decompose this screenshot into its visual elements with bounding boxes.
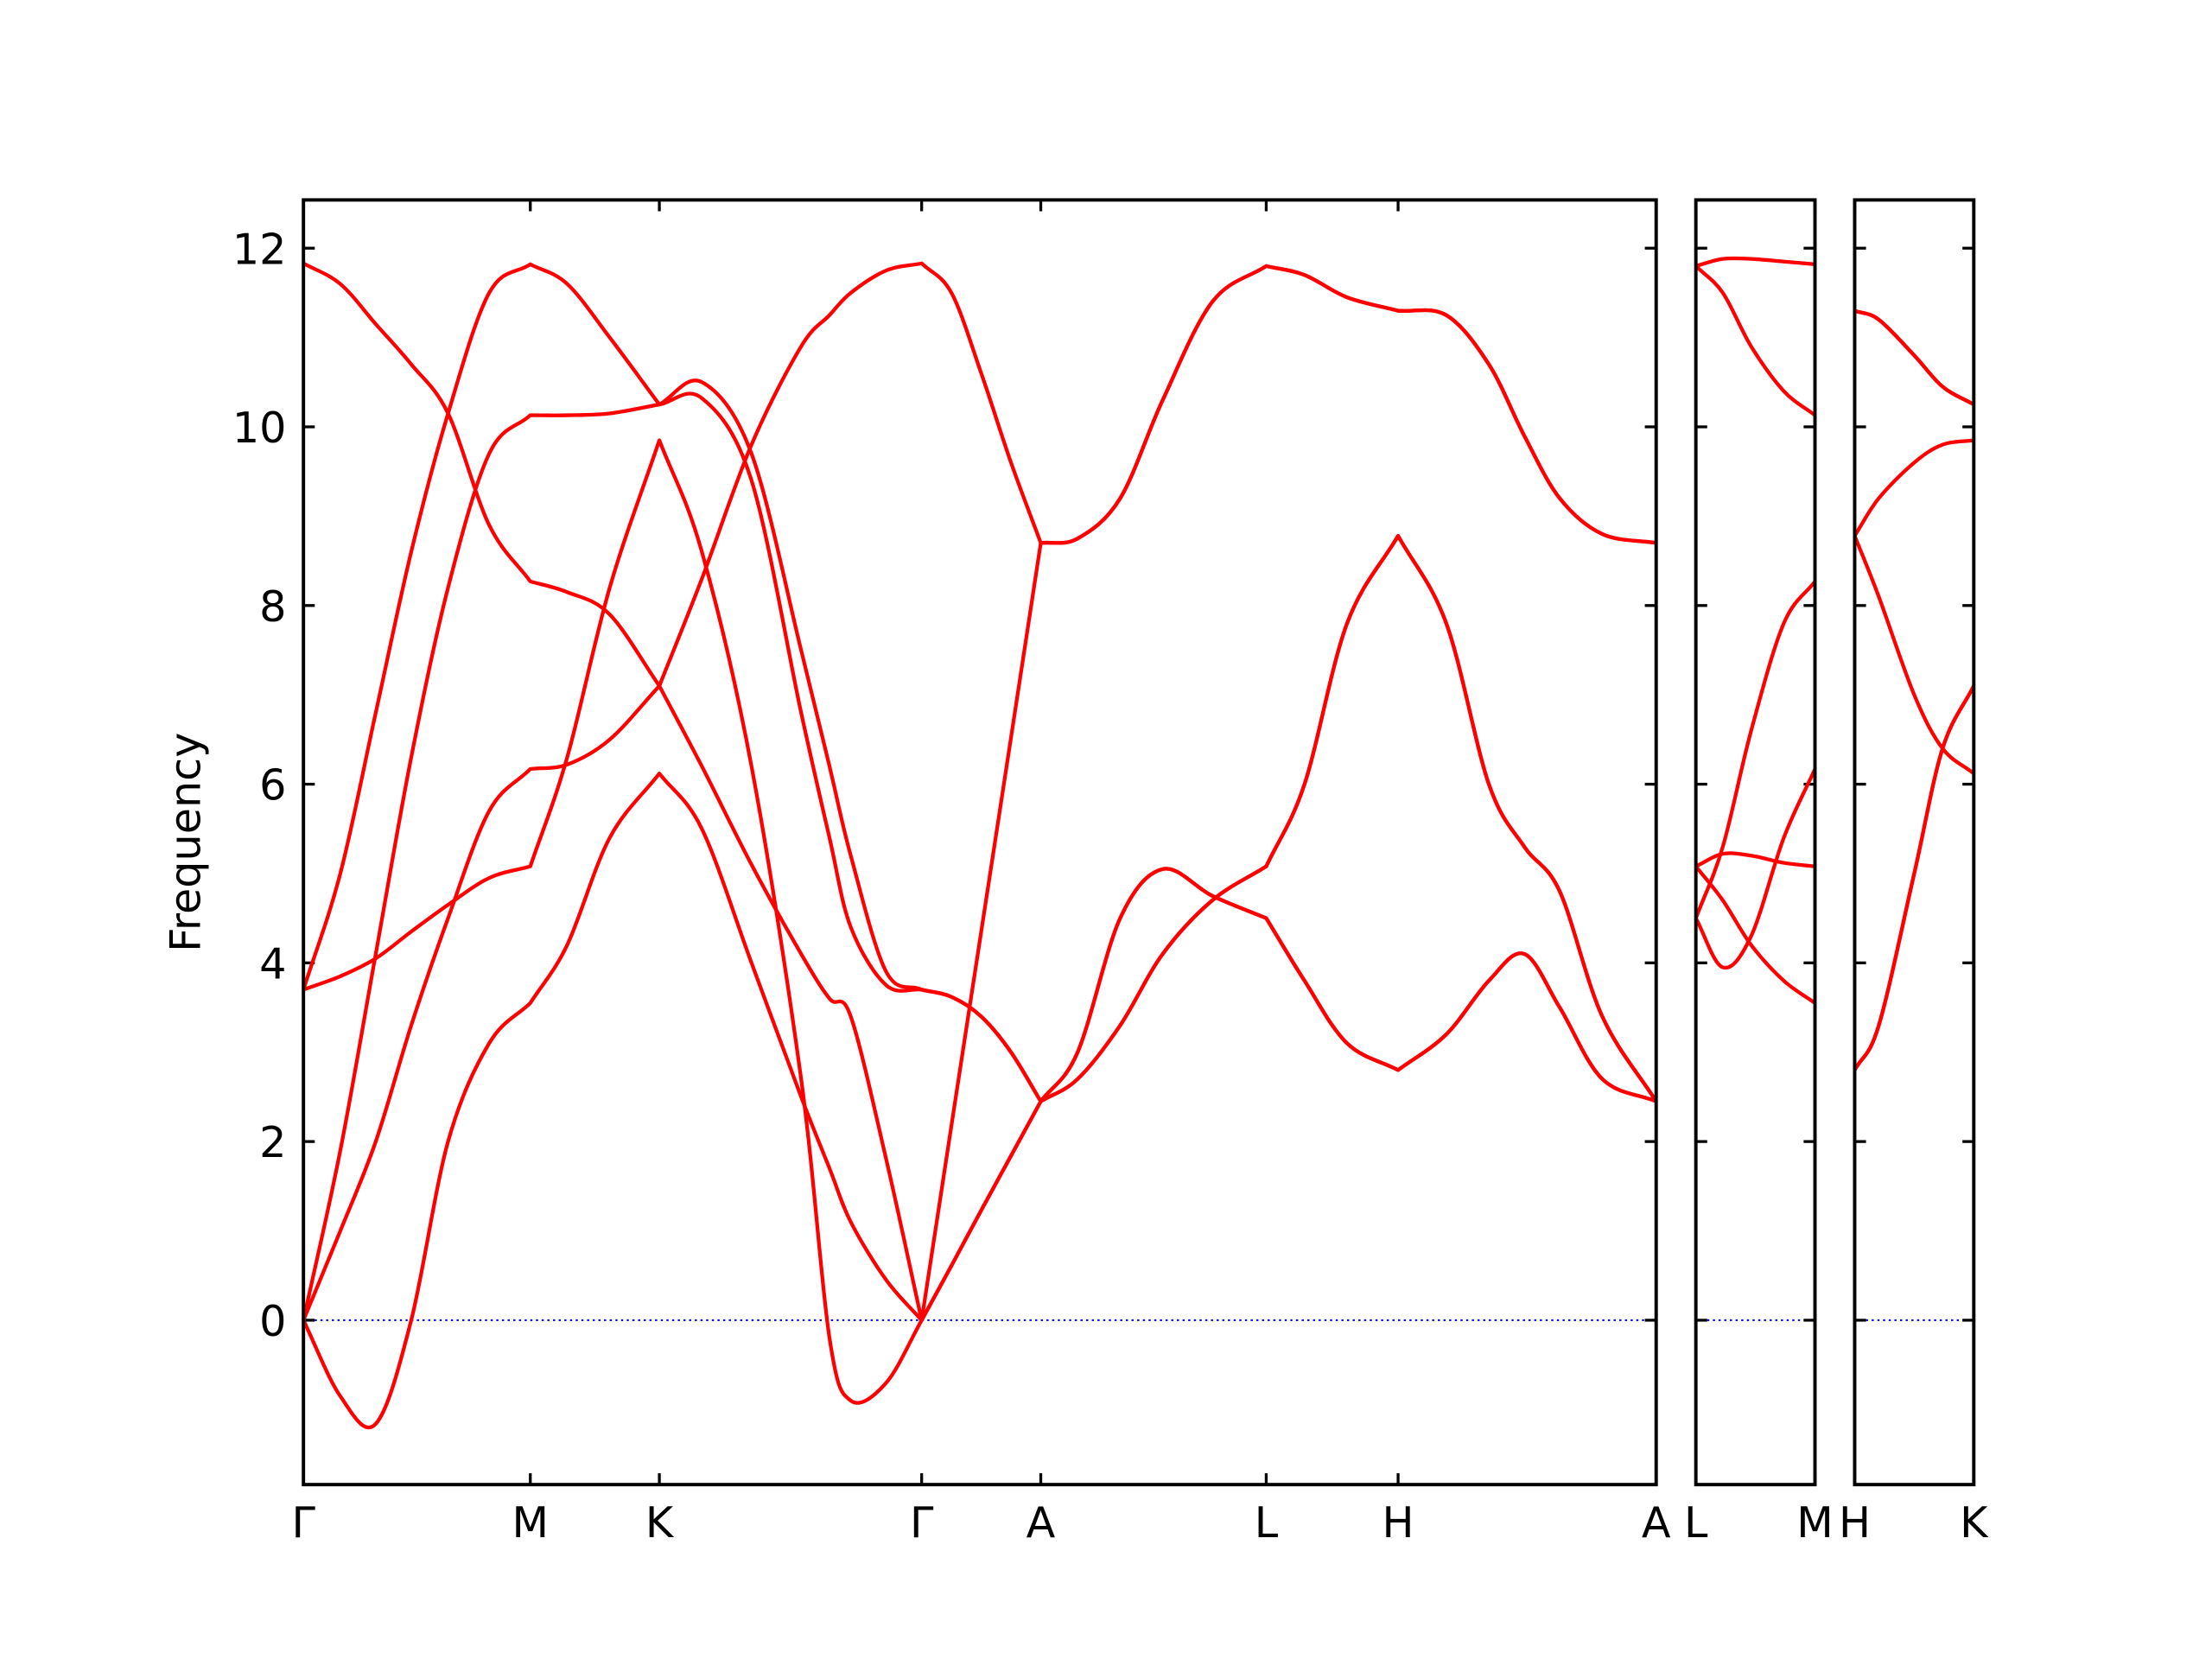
y-tick-label: 6 [259, 760, 286, 810]
y-tick-label: 4 [259, 938, 286, 988]
y-tick-label: 8 [259, 582, 286, 632]
x-tick-label: Γ [910, 1497, 934, 1548]
band-line [1853, 535, 1975, 775]
band-line [1694, 264, 1816, 417]
x-tick-label: Γ [291, 1497, 315, 1548]
plot-frame [1853, 198, 1976, 1487]
x-tick-label: L [1684, 1497, 1708, 1548]
plot-frame [302, 198, 1658, 1487]
x-tick-label: A [1027, 1497, 1056, 1548]
x-tick-label: H [1382, 1497, 1414, 1548]
band-line [1694, 851, 1815, 868]
y-tick-label: 2 [259, 1117, 286, 1167]
band-line [1695, 256, 1815, 268]
y-tick-label: 12 [232, 224, 287, 274]
band-line [1694, 768, 1817, 970]
x-tick-label: K [1960, 1497, 1989, 1548]
band-line [1853, 308, 1975, 407]
band-line [1853, 684, 1976, 1071]
x-tick-label: K [645, 1497, 675, 1548]
band-line [302, 264, 1657, 1405]
band-line [1694, 580, 1817, 919]
band-line [1694, 865, 1816, 1005]
y-tick-label: 0 [259, 1296, 286, 1346]
x-tick-label: L [1255, 1497, 1279, 1548]
y-axis-label: Frequency [160, 733, 210, 952]
x-tick-label: M [512, 1497, 549, 1548]
band-line [302, 534, 1658, 1430]
band-line [1853, 438, 1974, 537]
x-tick-label: H [1839, 1497, 1871, 1548]
y-tick-label: 10 [232, 403, 287, 453]
x-tick-label: M [1796, 1497, 1833, 1548]
plot-frame [1694, 198, 1817, 1487]
x-tick-label: A [1642, 1497, 1671, 1548]
